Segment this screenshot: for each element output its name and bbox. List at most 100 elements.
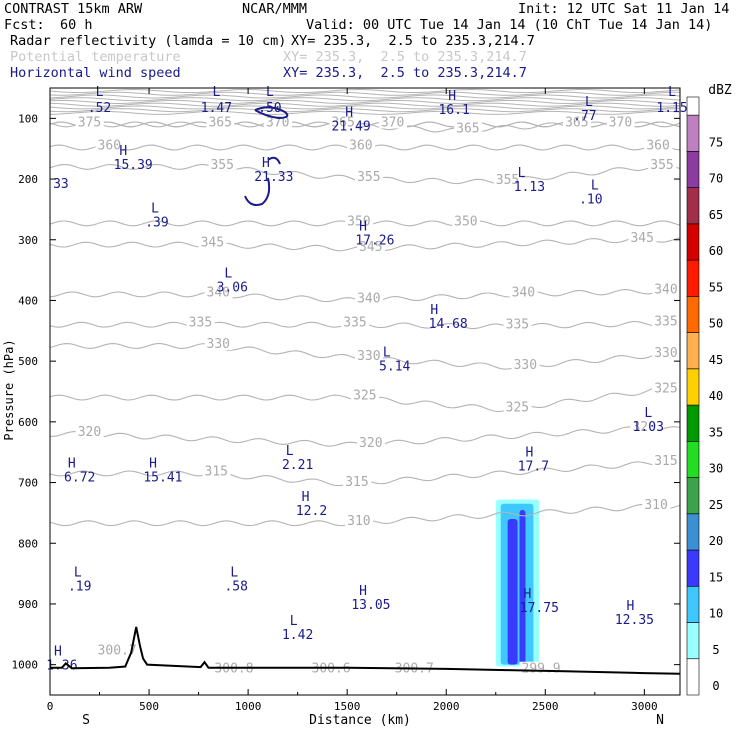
- wind-extremum-marker: H: [68, 456, 76, 471]
- theta-label-bg: [503, 400, 532, 414]
- theta-label: 355: [210, 158, 233, 173]
- x-tick-label: 0: [47, 700, 54, 713]
- theta-label-bg: [644, 138, 673, 152]
- theta-label-bg: [75, 424, 104, 438]
- wind-extremum-marker: L: [518, 166, 526, 181]
- theta-label: 370: [609, 115, 632, 130]
- theta-label-bg: [343, 474, 372, 488]
- theta-label: 300.7: [98, 644, 137, 659]
- theta-isentrope: [49, 88, 681, 94]
- colorbar-level-label: 45: [709, 353, 723, 367]
- x-tick-label: 2500: [532, 700, 559, 713]
- wind-extremum-marker: H: [302, 490, 310, 505]
- model-title: CONTRAST 15km ARW: [4, 1, 143, 17]
- wind-extremum-value: 33: [53, 177, 69, 192]
- theta-label: 320: [359, 436, 382, 451]
- theta-label-bg: [186, 315, 215, 329]
- theta-isentrope: [49, 94, 681, 99]
- theta-label: 340: [654, 282, 677, 297]
- colorbar-level-label: 40: [709, 389, 723, 403]
- theta-label-bg: [351, 388, 380, 402]
- colorbar-swatch: [686, 622, 700, 660]
- y-tick-label: 700: [18, 477, 38, 490]
- theta-label: 335: [506, 318, 529, 333]
- wind-extremum-marker: L: [585, 95, 593, 110]
- wind-extremum-value: 14.68: [429, 317, 468, 332]
- theta-label-bg: [378, 115, 407, 129]
- theta-label: 365: [456, 121, 479, 136]
- theta-label-bg: [202, 464, 231, 478]
- wind-contour: [254, 106, 289, 120]
- wind-extremum-marker: L: [224, 266, 232, 281]
- y-tick-label: 900: [18, 598, 38, 611]
- theta-label: 340: [207, 285, 230, 300]
- wind-extremum-marker: H: [430, 303, 438, 318]
- y-tick-label: 200: [18, 173, 38, 186]
- wind-extremum-value: .58: [224, 580, 247, 595]
- theta-isentrope: [49, 99, 681, 105]
- fcst-label: Fcst:: [4, 17, 45, 33]
- colorbar-level-label: 5: [712, 643, 719, 657]
- y-tick-label: 100: [18, 112, 38, 125]
- colorbar-swatch: [686, 658, 700, 696]
- colorbar-swatch: [686, 259, 700, 297]
- theta-label: 320: [632, 420, 655, 435]
- theta-label: 330: [207, 337, 230, 352]
- theta-isentrope: [49, 110, 681, 115]
- fcst-value: 60 h: [60, 17, 93, 33]
- colorbar-level-label: 50: [709, 317, 723, 331]
- wind-extremum-value: 16.1: [438, 103, 469, 118]
- wind-contour: [267, 156, 281, 165]
- wind-extremum-marker: H: [627, 599, 635, 614]
- theta-label-bg: [263, 115, 292, 129]
- wind-extremum-value: 17.26: [355, 234, 394, 249]
- y-tick-label: 1000: [12, 659, 39, 672]
- theta-label-bg: [630, 420, 659, 434]
- wind-extremum-value: 12.35: [615, 613, 654, 628]
- y-tick-label: 400: [18, 294, 38, 307]
- theta-label: 335: [654, 315, 677, 330]
- theta-label-bg: [652, 282, 681, 296]
- theta-label: 350: [347, 214, 370, 229]
- theta-label: 360: [98, 138, 121, 153]
- theta-label-bg: [355, 291, 384, 305]
- theta-label-bg: [347, 138, 376, 152]
- colorbar-swatch: [686, 223, 700, 261]
- wind-extremum-value: 12.2: [296, 504, 327, 519]
- theta-label-bg: [606, 115, 635, 129]
- wind-extremum-value: 1.42: [282, 628, 313, 643]
- theta-label: 365: [331, 115, 354, 130]
- colorbar-level-label: 20: [709, 534, 723, 548]
- wind-extremum-marker: L: [668, 85, 676, 100]
- wind-extremum-marker: L: [96, 85, 104, 100]
- field-xy-reflectivity: XY= 235.3, 2.5 to 235.3,214.7: [291, 33, 535, 49]
- x-tick-label: 1000: [235, 700, 262, 713]
- wind-extremum-value: .77: [573, 109, 596, 124]
- wind-extremum-value: 13.05: [351, 598, 390, 613]
- reflectivity-cell: [519, 509, 526, 667]
- theta-label: 345: [630, 231, 653, 246]
- init-time: Init: 12 UTC Sat 11 Jan 14: [518, 1, 730, 17]
- x-axis-start-label: S: [82, 713, 90, 728]
- theta-label-bg: [493, 173, 522, 187]
- x-tick-label: 3000: [631, 700, 658, 713]
- theta-label-bg: [503, 317, 532, 331]
- theta-label-bg: [509, 285, 538, 299]
- colorbar-level-label: 65: [709, 208, 723, 222]
- dbz-colorbar: 0 5 10 15 20 25 30 35 40 45 50 55 60 65 70 75: [686, 96, 723, 696]
- y-tick-label: 500: [18, 355, 38, 368]
- theta-label-bg: [452, 214, 481, 228]
- colorbar-swatch: [686, 477, 700, 515]
- field-xy-theta: XY= 235.3, 2.5 to 235.3,214.7: [283, 49, 527, 65]
- theta-label: 370: [266, 115, 289, 130]
- wind-extremum-value: 1.15: [656, 101, 687, 116]
- wind-extremum-value: 15.39: [114, 158, 153, 173]
- wind-extremum-value: .50: [258, 101, 281, 116]
- wind-extremum-marker: H: [359, 584, 367, 599]
- colorbar-level-label: 15: [709, 570, 723, 584]
- wind-extremum-marker: L: [591, 178, 599, 193]
- colorbar-swatch: [686, 549, 700, 587]
- theta-label-bg: [355, 170, 384, 184]
- x-tick-label: 2000: [433, 700, 460, 713]
